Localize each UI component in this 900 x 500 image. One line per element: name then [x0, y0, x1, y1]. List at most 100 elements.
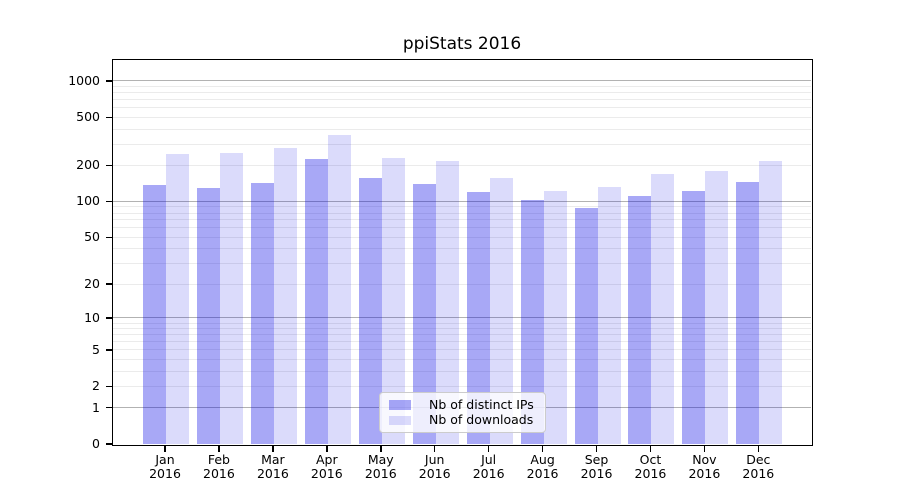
minor-gridline: [113, 99, 811, 101]
bar-oct-downloads: [651, 173, 675, 444]
minor-gridline: [113, 322, 811, 324]
x-tick-year-label: 2016: [364, 466, 397, 481]
bar-jan-downloads: [166, 154, 189, 444]
minor-gridline: [113, 128, 811, 130]
major-gridline: [113, 80, 811, 82]
y-tick-label-100: 100: [76, 193, 100, 209]
x-tick-year-label: 2016: [688, 466, 721, 481]
bar-feb-distinct-ips: [196, 188, 220, 444]
y-tick-200: [105, 164, 112, 167]
bar-mar-downloads: [273, 147, 297, 444]
minor-gridline: [113, 92, 811, 94]
minor-gridline: [113, 248, 811, 250]
x-tick-label-oct: Oct 2016: [620, 453, 680, 481]
x-tick-label-jun: Jun 2016: [405, 453, 465, 481]
minor-gridline: [113, 341, 811, 343]
x-tick-label-may: May 2016: [351, 453, 411, 481]
bar-aug-downloads: [543, 190, 567, 444]
chart-title: ppiStats 2016: [402, 34, 522, 54]
y-tick-0: [105, 443, 112, 445]
minor-gridline: [113, 85, 811, 87]
minor-gridline: [113, 219, 811, 221]
x-tick-jun: [433, 445, 436, 452]
x-tick-year-label: 2016: [418, 466, 451, 481]
x-tick-sep: [595, 445, 598, 452]
minor-gridline: [113, 283, 811, 285]
y-tick-1: [105, 406, 112, 409]
y-tick-100: [105, 200, 112, 203]
x-tick-year-label: 2016: [634, 466, 667, 481]
x-tick-label-aug: Aug 2016: [513, 453, 573, 481]
x-tick-year-label: 2016: [472, 466, 505, 481]
x-tick-label-jan: Jan 2016: [135, 453, 195, 481]
x-tick-dec: [757, 445, 760, 452]
x-tick-aug: [541, 445, 544, 452]
y-tick-5: [105, 349, 112, 351]
y-tick-10: [105, 317, 112, 319]
x-tick-nov: [703, 445, 706, 452]
legend-row-downloads: Nb of downloads: [389, 413, 536, 427]
minor-gridline: [113, 328, 811, 330]
x-tick-label-mar: Mar 2016: [243, 453, 303, 481]
x-tick-year-label: 2016: [256, 466, 289, 481]
minor-gridline: [113, 206, 811, 208]
bar-sep-distinct-ips: [574, 208, 598, 444]
minor-gridline: [113, 358, 811, 360]
minor-gridline: [113, 349, 811, 351]
y-tick-20: [105, 283, 112, 285]
bar-nov-distinct-ips: [682, 191, 706, 444]
major-gridline: [113, 317, 811, 319]
legend-row-distinct-ips: Nb of distinct IPs: [389, 396, 536, 412]
legend: Nb of distinct IPs Nb of downloads: [379, 392, 546, 433]
bar-sep-downloads: [597, 186, 621, 444]
x-tick-year-label: 2016: [742, 466, 775, 481]
x-tick-year-label: 2016: [580, 466, 613, 481]
bar-nov-downloads: [705, 171, 729, 444]
bar-feb-downloads: [219, 153, 243, 444]
x-tick-label-apr: Apr 2016: [297, 453, 357, 481]
legend-swatch-downloads: [389, 415, 411, 425]
plot-area: Jan 2016 Feb 2016 Mar 2016 Apr 2016 May 2016 Jun 20…: [68, 58, 813, 481]
x-tick-apr: [326, 445, 328, 452]
y-tick-label-0: 0: [92, 436, 100, 451]
bar-mar-distinct-ips: [250, 182, 274, 444]
y-tick-label-200: 200: [76, 157, 100, 173]
x-tick-oct: [649, 445, 652, 452]
minor-gridline: [113, 334, 811, 336]
y-tick-label-2: 2: [92, 378, 100, 394]
minor-gridline: [113, 116, 811, 118]
bar-dec-distinct-ips: [736, 182, 760, 444]
bar-may-downloads: [381, 157, 405, 444]
minor-gridline: [113, 143, 811, 145]
y-tick-label-500: 500: [76, 109, 100, 125]
x-tick-year-label: 2016: [203, 466, 235, 481]
bar-apr-downloads: [327, 135, 351, 444]
bar-jan-distinct-ips: [143, 185, 166, 444]
bar-jun-distinct-ips: [412, 184, 436, 444]
y-tick-label-20: 20: [84, 276, 100, 291]
x-tick-label-jul: Jul 2016: [459, 453, 519, 481]
x-tick-jan: [164, 445, 166, 452]
y-tick-500: [105, 116, 112, 119]
x-tick-label-dec: Dec 2016: [728, 453, 788, 481]
y-tick-label-10: 10: [84, 309, 100, 325]
y-tick-label-50: 50: [84, 229, 100, 245]
x-tick-label-sep: Sep 2016: [567, 453, 627, 481]
minor-gridline: [113, 107, 811, 109]
bar-apr-distinct-ips: [304, 159, 328, 444]
x-tick-label-feb: Feb 2016: [189, 453, 249, 481]
major-gridline: [113, 200, 811, 202]
minor-gridline: [113, 370, 811, 372]
legend-label-downloads: Nb of downloads: [429, 412, 534, 428]
bar-aug-distinct-ips: [520, 200, 544, 444]
legend-label-distinct-ips: Nb of distinct IPs: [429, 396, 534, 412]
x-tick-year-label: 2016: [310, 466, 343, 481]
minor-gridline: [113, 212, 811, 214]
bar-oct-distinct-ips: [628, 195, 652, 444]
y-tick-50: [105, 236, 112, 239]
x-tick-year-label: 2016: [526, 466, 559, 481]
x-tick-may: [380, 445, 382, 452]
minor-gridline: [113, 236, 811, 238]
minor-gridline: [113, 164, 811, 166]
